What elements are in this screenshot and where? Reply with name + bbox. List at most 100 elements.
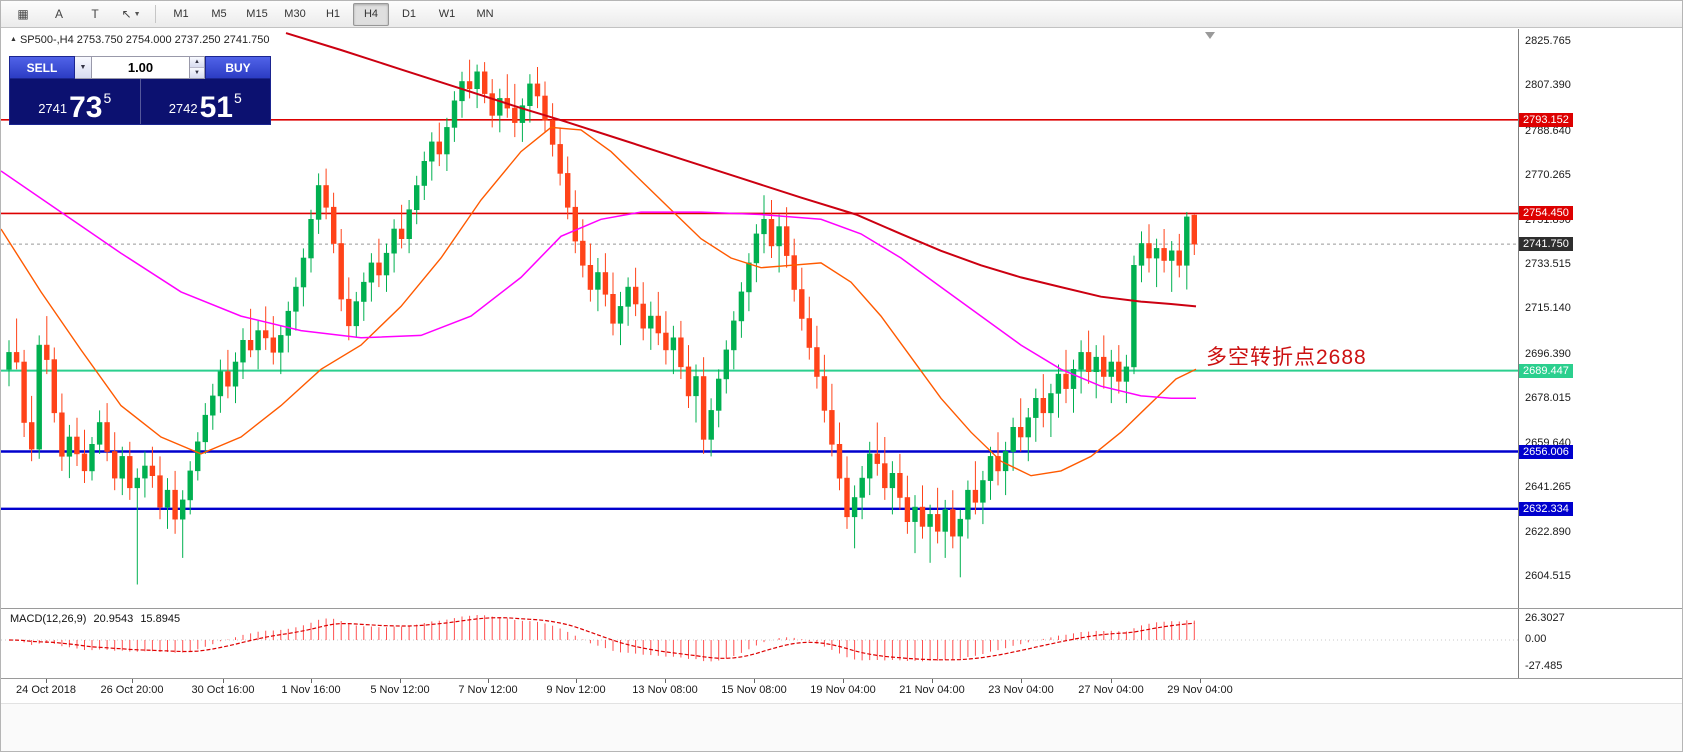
time-axis-label: 23 Nov 04:00 xyxy=(988,684,1054,696)
macd-label: MACD(12,26,9) 20.9543 15.8945 xyxy=(10,613,180,625)
timeframe-m5[interactable]: M5 xyxy=(211,8,227,20)
text-tool-icon[interactable]: T xyxy=(91,7,99,21)
price-axis-label: 2604.515 xyxy=(1525,570,1571,582)
time-axis-tick xyxy=(46,679,47,683)
sell-price-sup: 5 xyxy=(103,90,112,106)
time-axis-label: 26 Oct 20:00 xyxy=(100,684,164,696)
trend-annotation: 多空转折点2688 xyxy=(1206,346,1367,369)
time-axis-tick xyxy=(311,679,312,683)
one-click-trading-panel: SELL ▼ ▲ ▼ BUY 2741 73 5 2742 51 5 xyxy=(9,56,271,125)
bottom-filler xyxy=(1,703,1682,751)
price-axis-label: 2788.640 xyxy=(1525,125,1571,137)
price-axis-label: 2641.265 xyxy=(1525,481,1571,493)
price-axis[interactable]: 2825.765 2807.390 2788.640 2770.265 2751.890… xyxy=(1518,29,1682,678)
time-axis-label: 29 Nov 04:00 xyxy=(1167,684,1233,696)
macd-axis-label: -27.485 xyxy=(1525,660,1563,672)
time-axis-label: 30 Oct 16:00 xyxy=(191,684,255,696)
volume-down-button[interactable]: ▼ xyxy=(190,68,204,78)
macd-signal-value: 15.8945 xyxy=(140,613,181,625)
time-axis-tick xyxy=(223,679,224,683)
time-axis-label: 21 Nov 04:00 xyxy=(899,684,965,696)
buy-price[interactable]: 2742 51 5 xyxy=(141,79,271,124)
toolbar-separator xyxy=(155,5,156,23)
hline-price-badge: 2656.006 xyxy=(1519,445,1573,459)
time-axis-label: 24 Oct 2018 xyxy=(16,684,76,696)
volume-up-button[interactable]: ▲ xyxy=(190,57,204,68)
macd-axis-label: 0.00 xyxy=(1525,633,1547,645)
cursor-tool-icon[interactable]: A xyxy=(54,7,63,21)
pane-splitter-bottom[interactable] xyxy=(1,678,1682,679)
time-axis-label: 7 Nov 12:00 xyxy=(458,684,518,696)
time-axis[interactable]: 24 Oct 2018 26 Oct 20:00 30 Oct 16:00 1 Nov… xyxy=(1,679,1682,703)
buy-price-big: 51 xyxy=(199,90,233,124)
chart-shift-marker-icon xyxy=(1205,32,1215,39)
sell-price[interactable]: 2741 73 5 xyxy=(10,79,141,124)
time-axis-label: 5 Nov 12:00 xyxy=(370,684,430,696)
macd-canvas[interactable] xyxy=(1,609,1518,678)
sell-button[interactable]: SELL xyxy=(9,56,75,79)
time-axis-tick xyxy=(400,679,401,683)
pane-splitter[interactable] xyxy=(1,608,1682,609)
dropdown-caret-icon: ▼ xyxy=(133,10,141,18)
price-axis-label: 2807.390 xyxy=(1525,79,1571,91)
hline-price-badge: 2793.152 xyxy=(1519,113,1573,127)
buy-price-sup: 5 xyxy=(234,90,242,106)
hline-price-badge: 2632.334 xyxy=(1519,502,1573,516)
macd-main-value: 20.9543 xyxy=(93,613,134,625)
macd-pane xyxy=(1,609,1518,678)
time-axis-tick xyxy=(1111,679,1112,683)
buy-button[interactable]: BUY xyxy=(205,56,271,79)
price-axis-label: 2733.515 xyxy=(1525,258,1571,270)
time-axis-label: 15 Nov 08:00 xyxy=(721,684,787,696)
timeframe-h1[interactable]: H1 xyxy=(325,8,341,20)
order-entry-row: SELL ▼ ▲ ▼ BUY xyxy=(9,56,271,79)
collapse-triangle-icon[interactable]: ▲ xyxy=(10,36,17,43)
toolbar: ▦ A T ↖ ▼ M1 M5 M15 M30 H1 H4 D1 W1 MN xyxy=(1,1,1682,28)
volume-dropdown-button[interactable]: ▼ xyxy=(75,56,92,79)
draw-arrow-tool-icon[interactable]: ↖ ▼ xyxy=(121,7,141,21)
timeframe-w1[interactable]: W1 xyxy=(438,8,456,20)
price-axis-label: 2715.140 xyxy=(1525,302,1571,314)
macd-name: MACD(12,26,9) xyxy=(10,613,87,625)
timeframe-m15[interactable]: M15 xyxy=(246,8,268,20)
time-axis-tick xyxy=(843,679,844,683)
time-axis-label: 27 Nov 04:00 xyxy=(1078,684,1144,696)
time-axis-tick xyxy=(132,679,133,683)
timeframe-group: M1 M5 M15 M30 H1 H4 D1 W1 MN xyxy=(162,2,504,26)
time-axis-tick xyxy=(1021,679,1022,683)
timeframe-h4[interactable]: H4 xyxy=(353,2,389,26)
price-axis-label: 2622.890 xyxy=(1525,526,1571,538)
time-axis-tick xyxy=(665,679,666,683)
chart-canvas[interactable] xyxy=(1,29,1518,608)
time-axis-tick xyxy=(1200,679,1201,683)
time-axis-label: 1 Nov 16:00 xyxy=(281,684,341,696)
sell-price-small: 2741 xyxy=(38,101,68,116)
macd-axis-label: 26.3027 xyxy=(1525,612,1565,624)
hline-price-badge: 2689.447 xyxy=(1519,364,1573,378)
price-axis-label: 2696.390 xyxy=(1525,348,1571,360)
time-axis-tick xyxy=(754,679,755,683)
sell-price-big: 73 xyxy=(69,90,103,124)
price-axis-label: 2770.265 xyxy=(1525,169,1571,181)
timeframe-m30[interactable]: M30 xyxy=(284,8,306,20)
time-axis-label: 9 Nov 12:00 xyxy=(546,684,606,696)
time-axis-tick xyxy=(488,679,489,683)
timeframe-m1[interactable]: M1 xyxy=(173,8,189,20)
buy-price-small: 2742 xyxy=(168,101,198,116)
volume-input[interactable] xyxy=(92,56,190,79)
timeframe-mn[interactable]: MN xyxy=(476,8,494,20)
price-axis-label: 2825.765 xyxy=(1525,35,1571,47)
volume-stepper: ▲ ▼ xyxy=(190,56,205,79)
price-display-row: 2741 73 5 2742 51 5 xyxy=(9,79,271,125)
time-axis-label: 19 Nov 04:00 xyxy=(810,684,876,696)
time-axis-tick xyxy=(576,679,577,683)
tool-button-group: ▦ A T ↖ ▼ xyxy=(5,3,149,26)
current-price-badge: 2741.750 xyxy=(1519,237,1573,251)
timeframe-d1[interactable]: D1 xyxy=(401,8,417,20)
price-axis-label: 2678.015 xyxy=(1525,392,1571,404)
time-axis-tick xyxy=(932,679,933,683)
chart-pane xyxy=(1,29,1518,608)
chart-grid-icon[interactable]: ▦ xyxy=(17,7,29,21)
hline-price-badge: 2754.450 xyxy=(1519,206,1573,220)
